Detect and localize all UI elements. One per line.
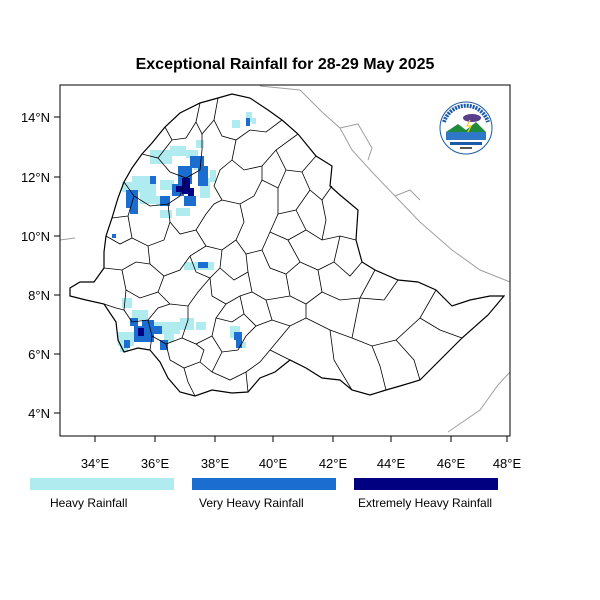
rainfall-cell-extreme [176, 186, 182, 192]
rainfall-cell-heavy [150, 150, 172, 164]
legend-swatch-extreme [354, 478, 498, 490]
lat-tick-label: 10°N [21, 229, 50, 244]
rainfall-cell-extreme [182, 178, 190, 194]
lon-tick-label: 46°E [437, 456, 466, 471]
rainfall-cell-heavy [210, 170, 216, 182]
rainfall-cell-heavy [252, 118, 256, 124]
rainfall-cell-very-heavy [184, 196, 196, 206]
rainfall-cell-heavy [170, 146, 186, 156]
rainfall-cell-very-heavy [126, 190, 138, 208]
plot-frame [59, 84, 511, 437]
neighbor-borders [60, 85, 510, 433]
admin-borders [103, 97, 463, 397]
lon-tick-label: 42°E [319, 456, 348, 471]
rainfall-cell-very-heavy [198, 166, 208, 186]
rainfall-pixels [112, 112, 256, 352]
lon-tick-label: 36°E [141, 456, 170, 471]
legend-swatch-very-heavy [192, 478, 336, 490]
rainfall-cell-heavy [160, 180, 174, 190]
rainfall-cell-very-heavy [198, 262, 208, 268]
rainfall-cell-heavy [122, 182, 132, 192]
legend-label-extreme: Extremely Heavy Rainfall [358, 496, 493, 510]
rainfall-cell-heavy [232, 120, 240, 128]
rainfall-cell-very-heavy [246, 118, 250, 126]
meteorology-institute-logo-icon [439, 101, 493, 155]
lon-tick-label: 40°E [259, 456, 288, 471]
rainfall-cell-very-heavy [236, 340, 242, 348]
rainfall-cell-very-heavy [160, 340, 168, 350]
rainfall-cell-heavy [200, 178, 210, 198]
lon-tick-label: 44°E [377, 456, 406, 471]
lat-tick-label: 4°N [28, 406, 50, 421]
rainfall-cell-very-heavy [142, 320, 154, 328]
rainfall-cell-very-heavy [154, 326, 162, 334]
legend-swatch-heavy [30, 478, 174, 490]
rainfall-cell-very-heavy [150, 176, 156, 184]
map-title: Exceptional Rainfall for 28-29 May 2025 [135, 56, 435, 73]
rainfall-cell-heavy [160, 210, 172, 218]
lat-tick-label: 14°N [21, 110, 50, 125]
rainfall-cell-very-heavy [124, 340, 130, 348]
lon-tick-label: 38°E [201, 456, 230, 471]
rainfall-cell-heavy [246, 112, 252, 122]
lat-tick-label: 12°N [21, 170, 50, 185]
rainfall-cell-extreme [188, 188, 194, 196]
country-outline [69, 93, 506, 397]
rainfall-cell-very-heavy [112, 234, 116, 238]
legend-label-heavy: Heavy Rainfall [50, 496, 128, 510]
rainfall-cell-heavy [132, 310, 148, 320]
rainfall-cell-heavy [122, 298, 132, 308]
lat-tick-label: 8°N [28, 288, 50, 303]
rainfall-cell-heavy [176, 208, 190, 216]
rainfall-cell-very-heavy [160, 196, 170, 206]
map-axes: 34°E 36°E 38°E 40°E 42°E 44°E 46°E 48°E 4°N 6°N 8°… [21, 110, 522, 471]
rainfall-cell-heavy [186, 150, 198, 158]
rainfall-cell-heavy [196, 140, 204, 148]
legend-label-very-heavy: Very Heavy Rainfall [199, 496, 304, 510]
rainfall-cell-heavy [196, 322, 206, 330]
rainfall-cell-very-heavy [130, 206, 138, 214]
lon-tick-label: 34°E [81, 456, 110, 471]
rainfall-cell-heavy [242, 342, 246, 348]
rainfall-cell-very-heavy [234, 332, 242, 340]
lat-tick-label: 6°N [28, 347, 50, 362]
rainfall-cell-extreme [138, 328, 144, 336]
rainfall-cell-heavy [164, 332, 174, 342]
rainfall-cell-heavy [140, 192, 156, 204]
lon-tick-label: 48°E [493, 456, 522, 471]
